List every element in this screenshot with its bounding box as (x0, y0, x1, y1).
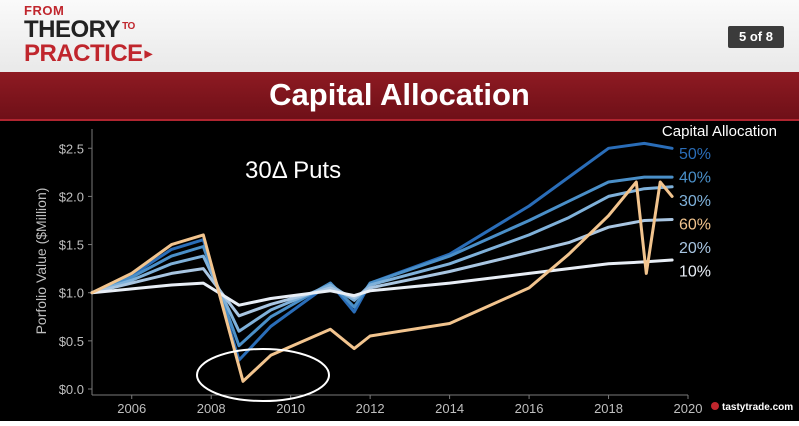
legend-entry-40pct: 40% (679, 170, 711, 187)
series-layer (90, 141, 674, 383)
title-bar: Capital Allocation (0, 72, 799, 121)
watermark-text: tastytrade.com (722, 402, 793, 413)
y-tick-label: $2.5 (59, 141, 84, 156)
slide-title: Capital Allocation (269, 77, 530, 112)
y-tick-label: $1.0 (59, 286, 84, 301)
x-tick-label: 2006 (117, 401, 146, 416)
x-tick-label: 2012 (356, 401, 385, 416)
series-line-40pct (90, 175, 674, 348)
legend: 50% 40% 30% 60% 20% 10% (679, 146, 711, 281)
tastytrade-logo: tastytrade.com (711, 402, 793, 413)
y-tick-label: $0.5 (59, 334, 84, 349)
y-axis-label: Porfolio Value ($Million) (33, 188, 49, 335)
logo-theory: THEORY (24, 16, 121, 43)
x-tick-label: 2018 (594, 401, 623, 416)
x-tick-label: 2010 (276, 401, 305, 416)
legend-entry-20pct: 20% (679, 240, 711, 257)
chart-area: $0.0 $0.5 $1.0 $1.5 $2.0 $2.5 2006 2008 2010 2012… (0, 121, 799, 421)
series-line-60pct (90, 180, 674, 383)
y-tick-label: $2.0 (59, 189, 84, 204)
cherry-icon (711, 402, 719, 410)
logo-from: FROM (24, 3, 65, 18)
slide-header: FROM THEORY TO PRACTICE ▶ 5 of 8 (0, 0, 799, 72)
x-tick-label: 2016 (515, 401, 544, 416)
logo-to: TO (122, 21, 135, 32)
legend-entry-30pct: 30% (679, 193, 711, 210)
logo-practice: PRACTICE (24, 40, 143, 67)
legend-title: Capital Allocation (662, 123, 777, 140)
crash-highlight-ellipse (196, 348, 330, 402)
page-indicator: 5 of 8 (728, 26, 784, 48)
chart-axes: $0.0 $0.5 $1.0 $1.5 $2.0 $2.5 2006 2008 2010 2012… (59, 129, 703, 416)
series-line-20pct (90, 218, 674, 318)
portfolio-value-chart: $0.0 $0.5 $1.0 $1.5 $2.0 $2.5 2006 2008 2010 2012… (33, 123, 793, 416)
series-line-50pct (90, 141, 674, 362)
chart-title: 30Δ Puts (245, 157, 341, 184)
legend-entry-10pct: 10% (679, 264, 711, 281)
y-tick-label: $1.5 (59, 238, 84, 253)
from-theory-to-practice-logo: FROM THEORY TO PRACTICE ▶ (24, 4, 152, 66)
legend-entry-50pct: 50% (679, 146, 711, 163)
series-line-10pct (90, 258, 674, 307)
series-line-30pct (90, 185, 674, 333)
legend-entry-60pct: 60% (679, 217, 711, 234)
x-tick-label: 2008 (197, 401, 226, 416)
play-arrow-icon: ▶ (144, 49, 153, 60)
x-tick-label: 2020 (674, 401, 703, 416)
y-tick-label: $0.0 (59, 382, 84, 397)
x-tick-label: 2014 (435, 401, 464, 416)
